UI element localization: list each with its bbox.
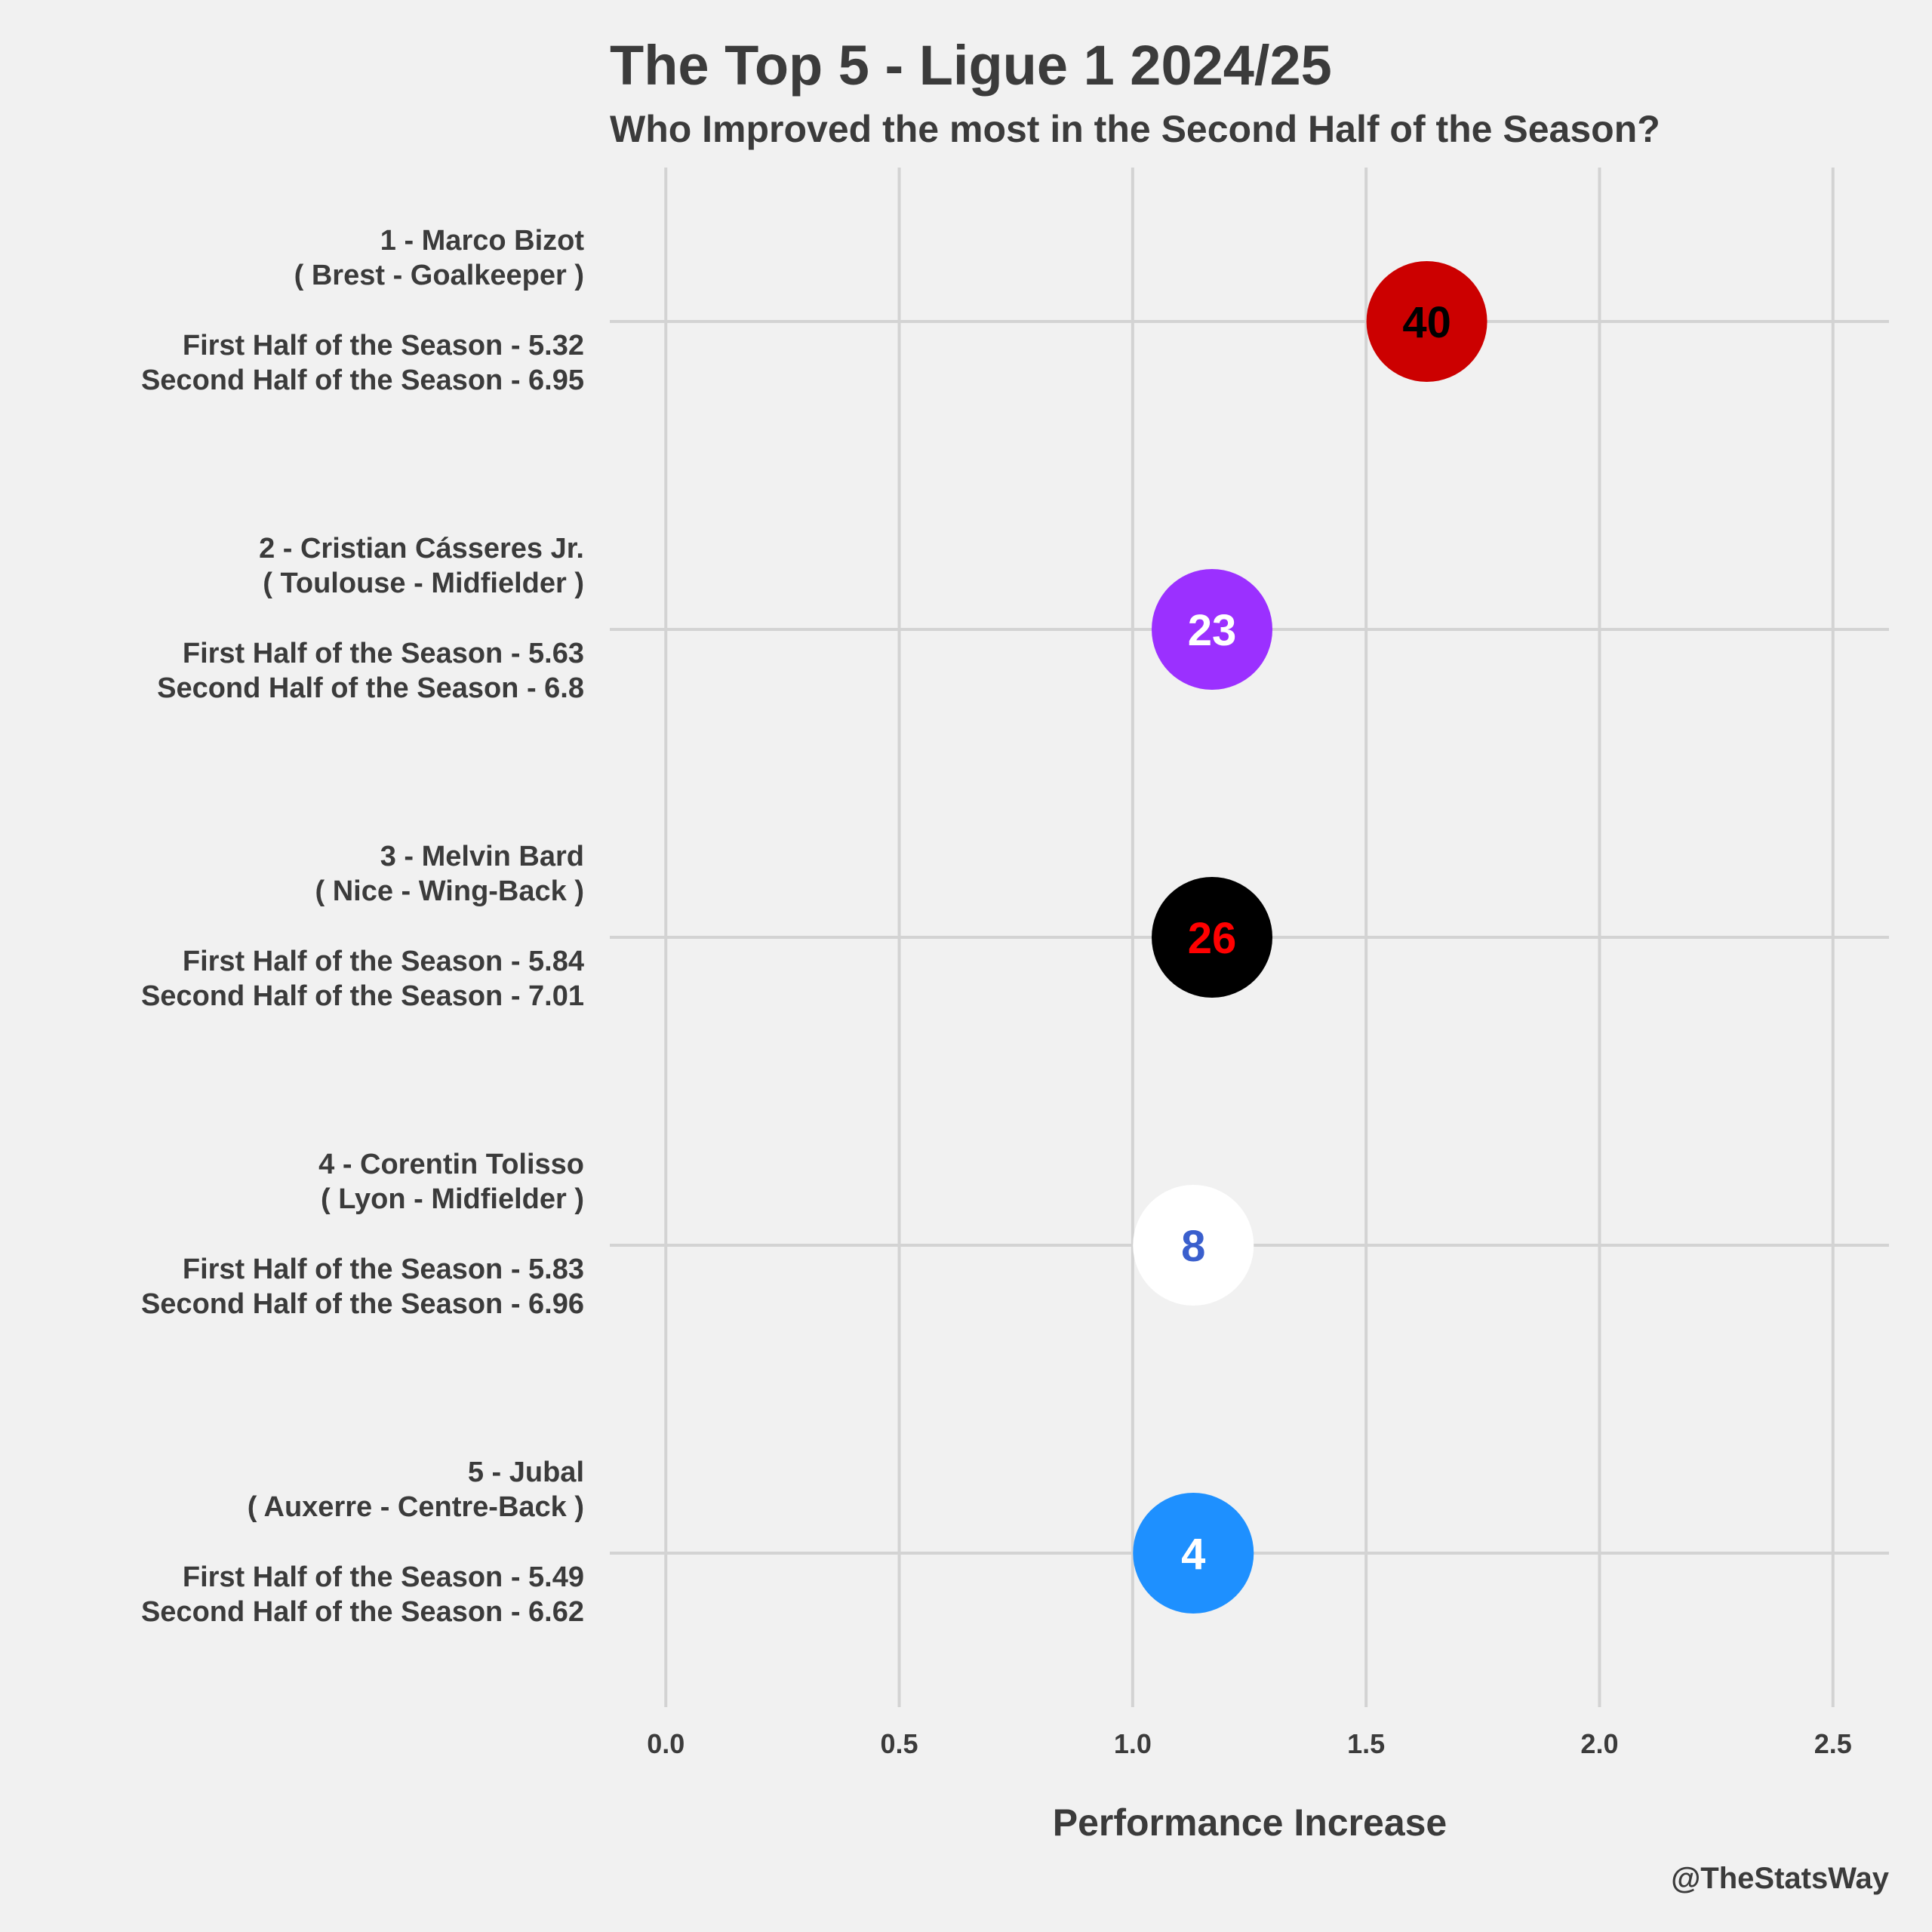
shirt-number-label: 23: [1188, 606, 1237, 655]
player-label-rank-name: 5 - Jubal: [468, 1457, 584, 1488]
player-marker-2: [1152, 569, 1273, 690]
player-label-rank-name: 4 - Corentin Tolisso: [318, 1149, 584, 1180]
player-labels: 1 - Marco Bizot( Brest - Goalkeeper ) Fir…: [141, 225, 584, 1628]
chart-title: The Top 5 - Ligue 1 2024/25: [610, 34, 1332, 97]
chart-subtitle: Who Improved the most in the Second Half…: [610, 108, 1660, 150]
player-label-team-position: ( Lyon - Midfielder ): [321, 1183, 584, 1215]
x-tick-label: 2.5: [1814, 1728, 1852, 1759]
shirt-number-label: 40: [1402, 298, 1451, 347]
player-label-second-half: Second Half of the Season - 6.95: [141, 365, 584, 396]
player-label-first-half: First Half of the Season - 5.49: [183, 1561, 584, 1593]
player-label-team-position: ( Nice - Wing-Back ): [315, 875, 584, 907]
player-label-second-half: Second Half of the Season - 6.8: [157, 672, 584, 704]
player-label-1: 1 - Marco Bizot( Brest - Goalkeeper ) Fir…: [141, 225, 584, 396]
player-label-5: 5 - Jubal( Auxerre - Centre-Back ) First …: [141, 1457, 584, 1628]
player-label-team-position: ( Auxerre - Centre-Back ): [248, 1491, 584, 1523]
player-label-second-half: Second Half of the Season - 7.01: [141, 980, 584, 1012]
player-marker-1: [1366, 261, 1487, 382]
shirt-number-label: 4: [1181, 1530, 1205, 1579]
player-label-team-position: ( Toulouse - Midfielder ): [263, 568, 584, 599]
x-tick-label: 1.5: [1347, 1728, 1385, 1759]
player-label-rank-name: 1 - Marco Bizot: [380, 225, 585, 257]
player-label-first-half: First Half of the Season - 5.83: [183, 1254, 584, 1285]
x-tick-label: 1.0: [1114, 1728, 1152, 1759]
player-label-first-half: First Half of the Season - 5.63: [183, 638, 584, 669]
player-marker-3: [1152, 877, 1273, 998]
x-tick-label: 0.0: [647, 1728, 685, 1759]
x-axis-label: Performance Increase: [1053, 1801, 1447, 1844]
x-tick-labels: 0.0 0.5 1.0 1.5 2.0 2.5: [647, 1728, 1852, 1759]
player-label-team-position: ( Brest - Goalkeeper ): [294, 260, 584, 291]
player-marker-5: [1133, 1493, 1254, 1614]
player-label-second-half: Second Half of the Season - 6.62: [141, 1596, 584, 1628]
caption: @TheStatsWay: [1671, 1862, 1889, 1895]
player-label-rank-name: 2 - Cristian Cásseres Jr.: [259, 533, 584, 565]
shirt-number-label: 26: [1188, 914, 1237, 963]
player-label-2: 2 - Cristian Cásseres Jr.( Toulouse - Mi…: [157, 533, 584, 704]
player-label-rank-name: 3 - Melvin Bard: [380, 841, 584, 872]
player-label-first-half: First Half of the Season - 5.84: [183, 946, 584, 977]
player-marker-4: [1133, 1185, 1254, 1306]
player-markers: 40 23 26 8 4: [1133, 261, 1487, 1614]
player-label-first-half: First Half of the Season - 5.32: [183, 330, 584, 361]
player-label-3: 3 - Melvin Bard( Nice - Wing-Back ) First…: [141, 841, 584, 1012]
player-label-second-half: Second Half of the Season - 6.96: [141, 1288, 584, 1320]
x-tick-label: 2.0: [1580, 1728, 1618, 1759]
shirt-number-label: 8: [1181, 1222, 1205, 1271]
player-label-4: 4 - Corentin Tolisso( Lyon - Midfielder …: [141, 1149, 584, 1320]
x-tick-label: 0.5: [881, 1728, 918, 1759]
